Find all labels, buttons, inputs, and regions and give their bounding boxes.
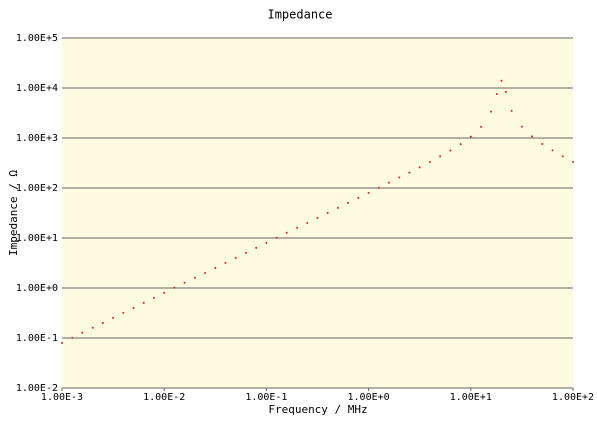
point [326,211,329,214]
point [572,160,574,163]
x-tick-label: 1.00E+2 [552,392,594,403]
point [285,231,288,234]
point [234,256,237,259]
x-tick-label: 1.00E+1 [450,392,492,403]
x-axis-label: Frequency / MHz [268,403,367,416]
point [204,271,207,274]
point [122,311,125,314]
point [408,171,411,174]
point [275,236,278,239]
point [367,191,370,194]
point [163,291,166,294]
point [112,316,115,319]
point [347,201,350,204]
point [193,276,196,279]
point [495,93,498,96]
point [255,246,258,249]
point [387,181,390,184]
point [504,90,507,93]
y-tick-label: 1.00E+5 [16,33,58,44]
point [469,135,472,138]
chart-title: Impedance [267,8,332,22]
point [357,196,360,199]
point [296,226,299,229]
y-axis-label: Impedance / Ω [7,170,20,256]
y-tick-label: 1.00E+4 [16,83,58,94]
y-tick-label: 1.00E+0 [16,283,58,294]
y-tick-label: 1.00E-2 [16,383,58,394]
point [541,142,544,145]
point [101,321,104,324]
point [561,155,564,158]
point [459,143,462,146]
point [439,155,442,158]
point [449,149,452,152]
point [490,110,493,113]
point [71,336,74,339]
point [531,135,534,138]
point [214,266,217,269]
point [306,221,309,224]
point [91,326,94,329]
x-tick-label: 1.00E-3 [41,392,83,403]
point [398,176,401,179]
point [173,286,176,289]
x-tick-label: 1.00E-1 [245,392,287,403]
point [336,206,339,209]
point [500,79,503,82]
x-tick-label: 1.00E-2 [143,392,185,403]
y-tick-label: 1.00E+2 [16,183,58,194]
point [551,149,554,152]
point [418,166,421,169]
point [510,109,513,112]
point [265,241,268,244]
plot-area [62,38,573,388]
point [244,251,247,254]
point [183,281,186,284]
y-tick-label: 1.00E+3 [16,133,58,144]
point [81,331,84,334]
point [316,216,319,219]
point [142,301,145,304]
y-tick-label: 1.00E+1 [16,233,58,244]
x-tick-label: 1.00E+0 [348,392,390,403]
point [428,161,431,164]
point [520,125,523,128]
point [152,296,155,299]
point [132,306,135,309]
point [224,261,227,264]
y-tick-label: 1.00E-1 [16,333,58,344]
point [480,125,483,128]
point [61,341,63,344]
point [377,186,380,189]
